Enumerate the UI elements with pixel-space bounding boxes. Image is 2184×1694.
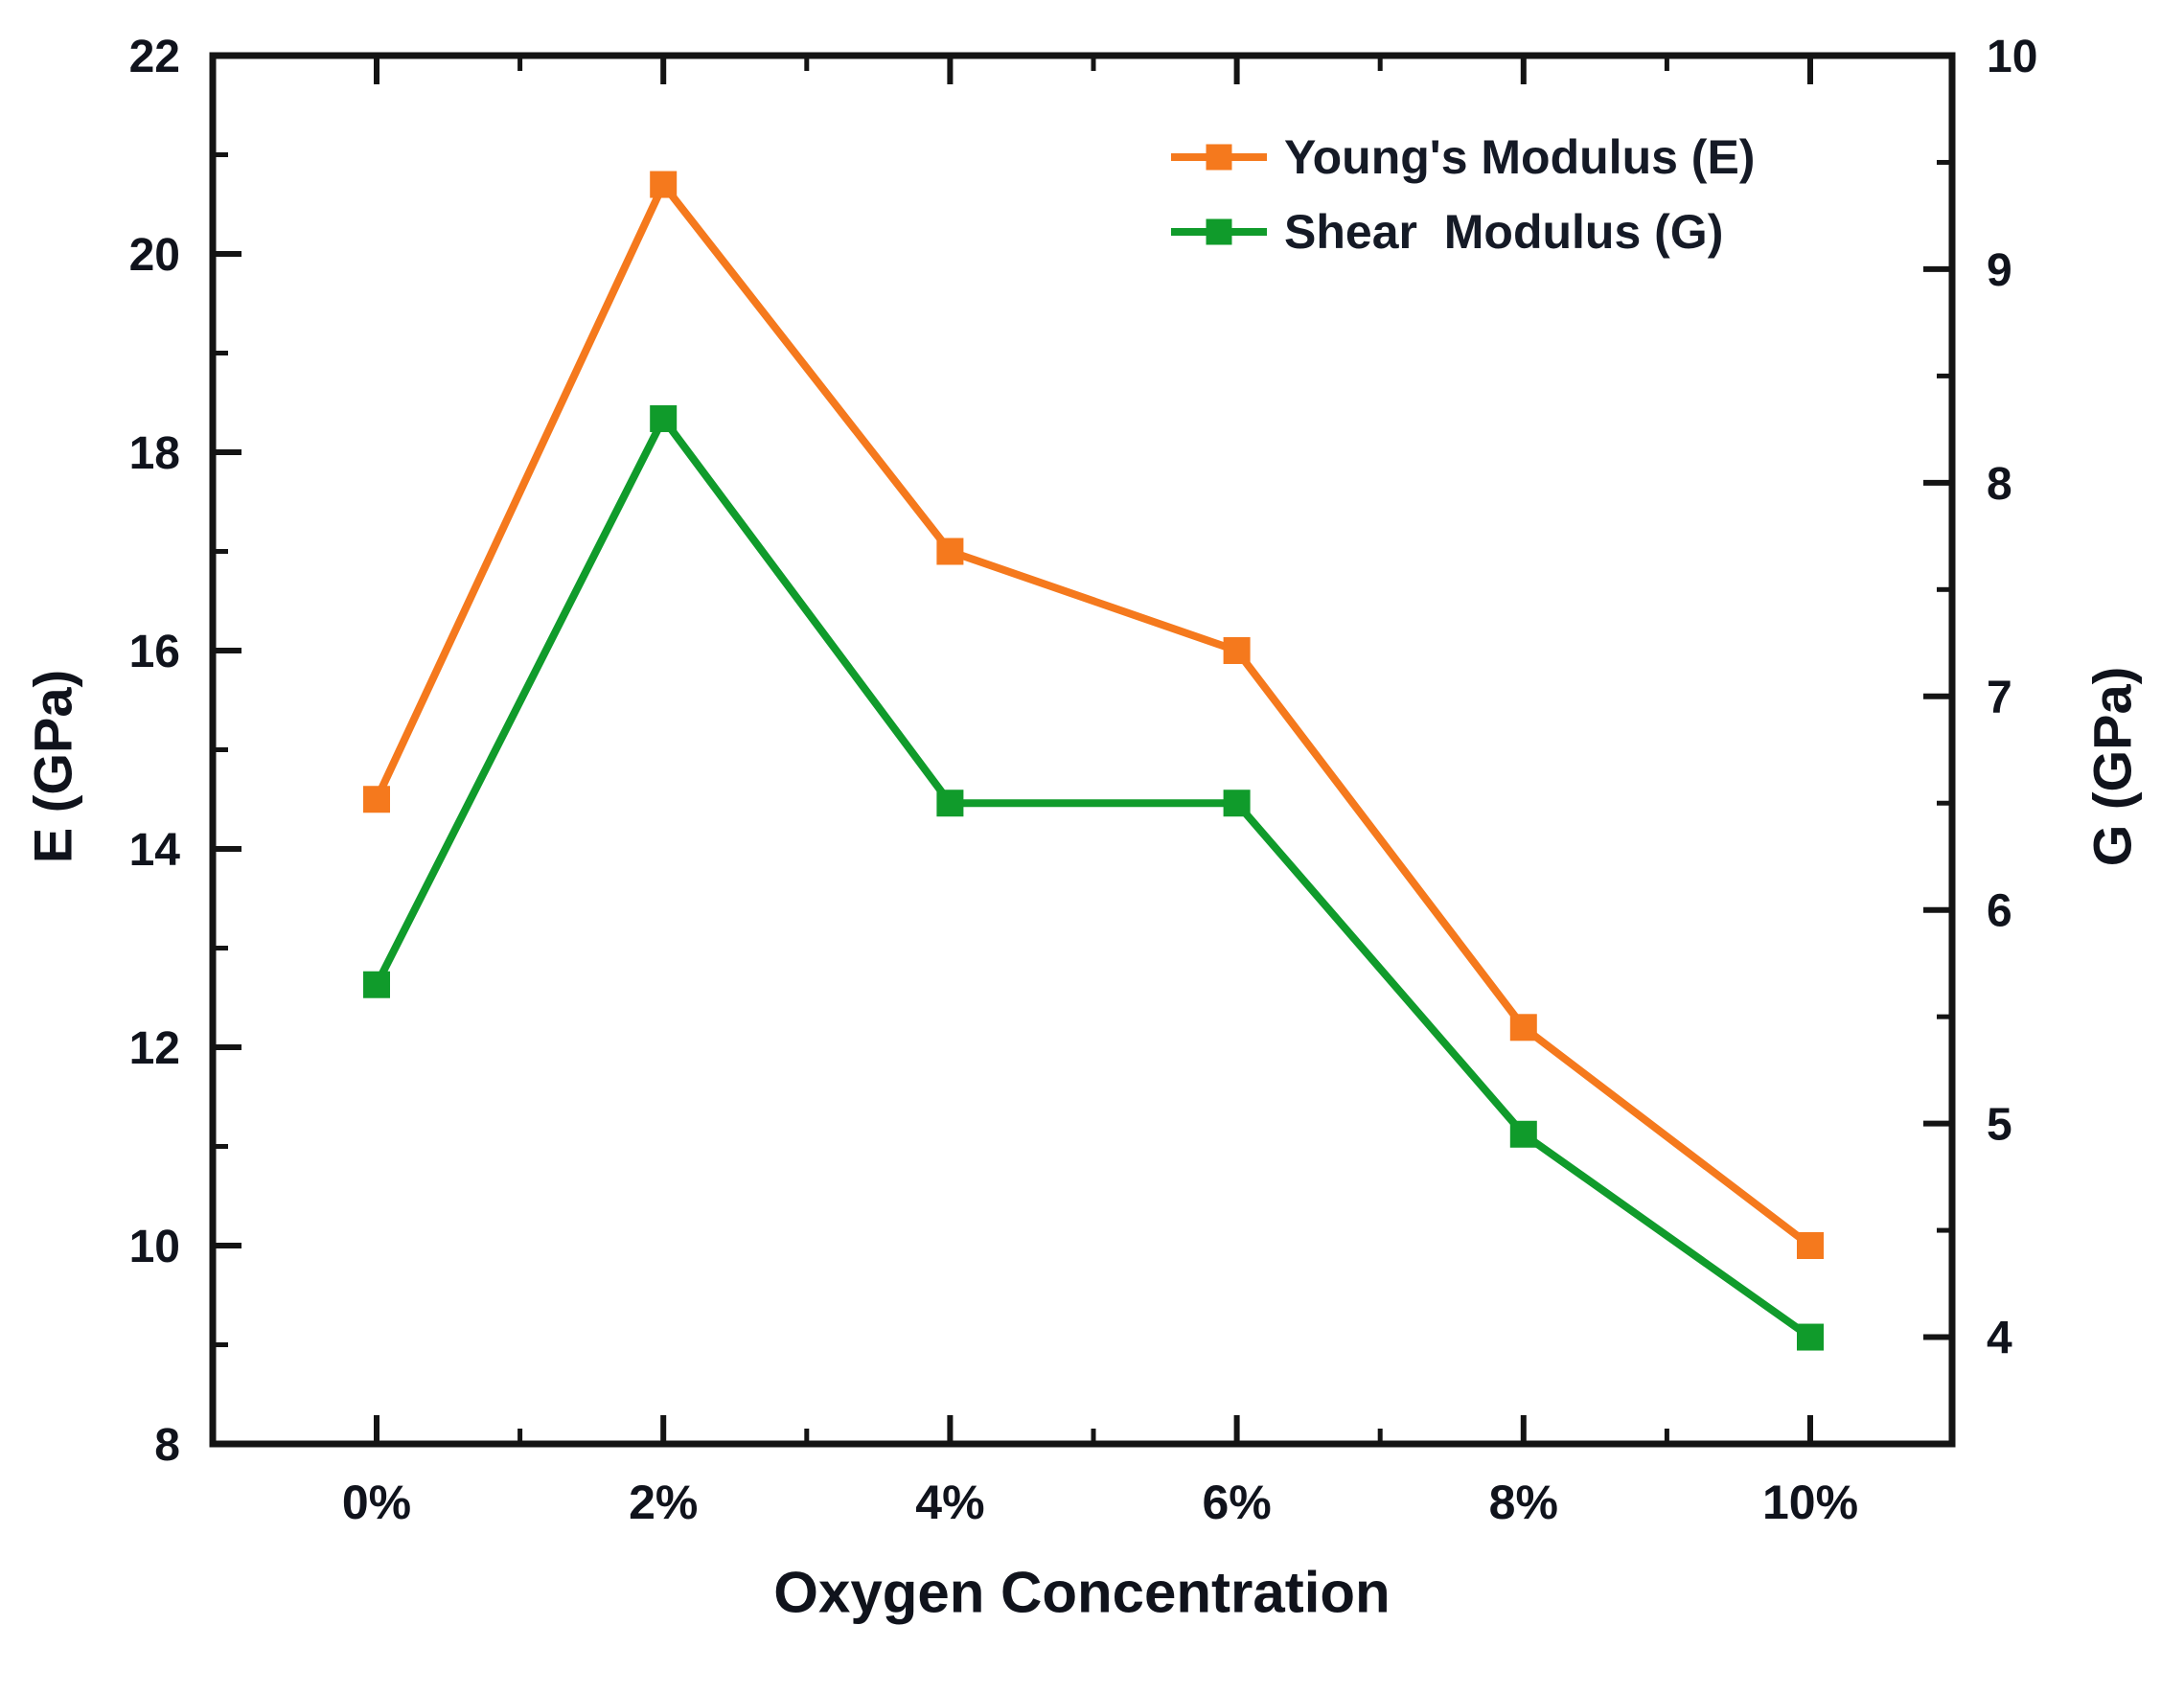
data-point-marker-1 bbox=[1223, 790, 1251, 817]
x-axis-title: Oxygen Concentration bbox=[773, 1560, 1391, 1625]
legend-entry-shear-modulus: Shear Modulus (G) bbox=[1171, 208, 1723, 256]
data-point-marker-0 bbox=[650, 171, 678, 198]
data-point-marker-1 bbox=[363, 971, 390, 998]
right-tick-label: 5 bbox=[1987, 1100, 2012, 1151]
data-point-marker-0 bbox=[1509, 1014, 1537, 1042]
data-point-marker-0 bbox=[1223, 637, 1251, 664]
legend-label: Young's Modulus (E) bbox=[1284, 130, 1756, 184]
data-point-marker-0 bbox=[936, 538, 964, 565]
legend-entry-youngs-modulus: Young's Modulus (E) bbox=[1171, 133, 1755, 181]
data-point-marker-1 bbox=[936, 790, 964, 817]
x-tick-label: 8% bbox=[1489, 1476, 1558, 1529]
left-tick-label: 12 bbox=[129, 1023, 180, 1074]
x-tick-label: 6% bbox=[1202, 1476, 1271, 1529]
right-tick-label: 8 bbox=[1987, 459, 2012, 510]
right-tick-label: 4 bbox=[1987, 1314, 2012, 1364]
right-axis-title: G (GPa) bbox=[2081, 666, 2143, 867]
legend-line-marker-green bbox=[1171, 218, 1267, 245]
x-tick-label: 10% bbox=[1762, 1476, 1858, 1529]
right-tick-label: 10 bbox=[1987, 32, 2037, 82]
series-line-0 bbox=[373, 176, 1813, 1249]
legend-label: Shear Modulus (G) bbox=[1284, 205, 1724, 259]
data-point-marker-0 bbox=[1797, 1232, 1824, 1259]
plot-frame bbox=[209, 52, 1956, 1448]
left-axis-title: E (GPa) bbox=[22, 669, 83, 864]
left-tick-label: 20 bbox=[129, 230, 180, 281]
left-tick-label: 22 bbox=[129, 32, 180, 82]
x-tick-label: 4% bbox=[915, 1476, 984, 1529]
data-point-marker-0 bbox=[363, 786, 390, 813]
series-line-1 bbox=[373, 411, 1813, 1340]
legend-line-marker-orange bbox=[1171, 144, 1267, 171]
x-tick-label: 2% bbox=[629, 1476, 698, 1529]
data-point-marker-1 bbox=[1797, 1323, 1824, 1351]
right-tick-label: 6 bbox=[1987, 886, 2012, 937]
left-tick-label: 18 bbox=[129, 428, 180, 479]
x-tick-label: 0% bbox=[342, 1476, 411, 1529]
left-tick-label: 14 bbox=[129, 825, 181, 876]
right-tick-label: 9 bbox=[1987, 245, 2012, 296]
left-tick-label: 16 bbox=[129, 627, 180, 677]
right-tick-label: 7 bbox=[1987, 673, 2012, 723]
data-point-marker-1 bbox=[1509, 1120, 1537, 1148]
data-point-marker-1 bbox=[650, 404, 678, 432]
left-tick-label: 10 bbox=[129, 1222, 180, 1272]
left-tick-label: 8 bbox=[154, 1420, 180, 1471]
